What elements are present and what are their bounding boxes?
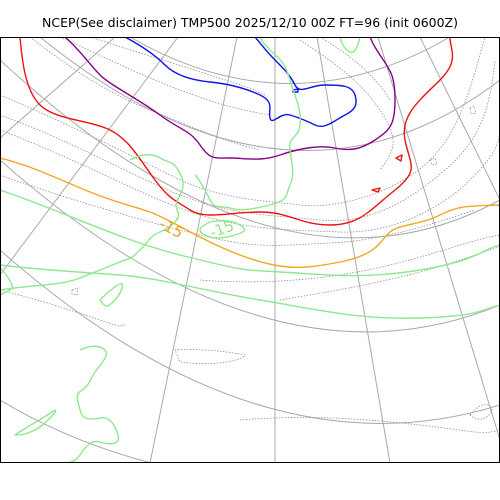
coastline [319,37,391,101]
coastline [0,174,476,246]
latitude-line [0,159,500,333]
latitude-lines [0,37,500,463]
isotherm-red-cell [371,187,381,193]
greenland-outline [194,37,302,211]
page-title: NCEP(See disclaimer) TMP500 2025/12/10 0… [41,15,458,30]
meridian-line [316,37,391,463]
coastline [0,119,500,233]
coastlines [0,37,500,433]
coastline [239,417,500,433]
meridian-line [377,37,500,441]
isotherm-red-cell [395,154,403,162]
meridian-line [149,37,238,463]
isotherm-green [0,189,500,277]
coast-outline [0,267,13,296]
meridian-lines [0,37,500,463]
coast-outline [99,283,124,307]
latitude-line [0,249,500,424]
map-frame [0,37,500,463]
latitude-line [0,399,154,463]
coastline [0,37,486,207]
latitude-line [39,37,500,151]
iceland-outline [199,220,246,239]
greenland-outline [0,153,184,291]
latitude-line [0,59,500,239]
coastline [29,37,261,151]
meridian-line [0,37,116,139]
coastline [89,37,266,96]
latitude-line [129,37,451,84]
landmass-outlines [0,37,361,463]
contour-label-orange: -15 [156,215,186,242]
isotherm-purple [64,37,396,160]
coastline [174,349,246,364]
coastline [199,234,500,283]
coastline [59,37,271,116]
coastline [0,59,496,222]
meridian-line [419,37,500,201]
isotherm-orange [0,157,500,268]
meridian-line [0,37,179,276]
coastline [429,157,438,166]
coastline [0,289,126,327]
coastline [469,105,477,115]
coast-outline [67,345,120,463]
isotherm-red [19,37,454,226]
island-outline [339,37,361,53]
isotherm-blue [124,37,357,127]
coast-outline [14,409,57,436]
contour-label-green: -15 [207,216,236,241]
coastline [279,244,500,301]
coastline [469,404,493,420]
coastline [71,287,79,296]
isotherm-green [0,264,500,319]
